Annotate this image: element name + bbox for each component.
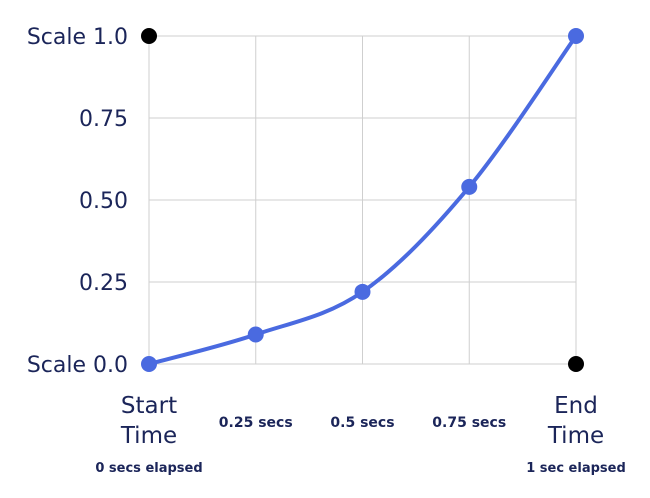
y-tick-label: 0.50 bbox=[79, 189, 128, 214]
x-tick-label: 0.5 secs bbox=[330, 415, 394, 431]
data-point bbox=[141, 356, 157, 372]
y-tick-label: Scale 1.0 bbox=[27, 25, 128, 50]
elapsed-note: 1 sec elapsed bbox=[526, 461, 626, 476]
corner-reference-dot bbox=[568, 356, 584, 372]
elapsed-note: 0 secs elapsed bbox=[95, 461, 202, 476]
x-tick-label: 0.25 secs bbox=[219, 415, 293, 431]
y-axis-labels: Scale 1.0 0.75 0.50 0.25 Scale 0.0 bbox=[27, 25, 128, 378]
easing-series bbox=[141, 28, 584, 372]
y-tick-label: 0.25 bbox=[79, 271, 128, 296]
x-tick-label-line1: End bbox=[554, 393, 598, 419]
x-tick-label-line2: Time bbox=[547, 423, 604, 449]
easing-curve-line bbox=[147, 34, 578, 366]
y-tick-label: Scale 0.0 bbox=[27, 353, 128, 378]
grid-lines bbox=[148, 35, 577, 365]
x-axis-labels: Start Time 0 secs elapsed 0.25 secs 0.5 secs… bbox=[95, 393, 625, 476]
x-tick-label-line1: Start bbox=[121, 393, 177, 419]
x-tick-label: 0.75 secs bbox=[432, 415, 506, 431]
x-tick-label-line2: Time bbox=[120, 423, 177, 449]
corner-reference-dot bbox=[141, 28, 157, 44]
corner-dots bbox=[141, 28, 584, 372]
data-point bbox=[568, 28, 584, 44]
y-tick-label: 0.75 bbox=[79, 107, 128, 132]
data-point bbox=[354, 283, 371, 300]
data-point bbox=[461, 178, 478, 195]
data-point bbox=[247, 326, 264, 343]
